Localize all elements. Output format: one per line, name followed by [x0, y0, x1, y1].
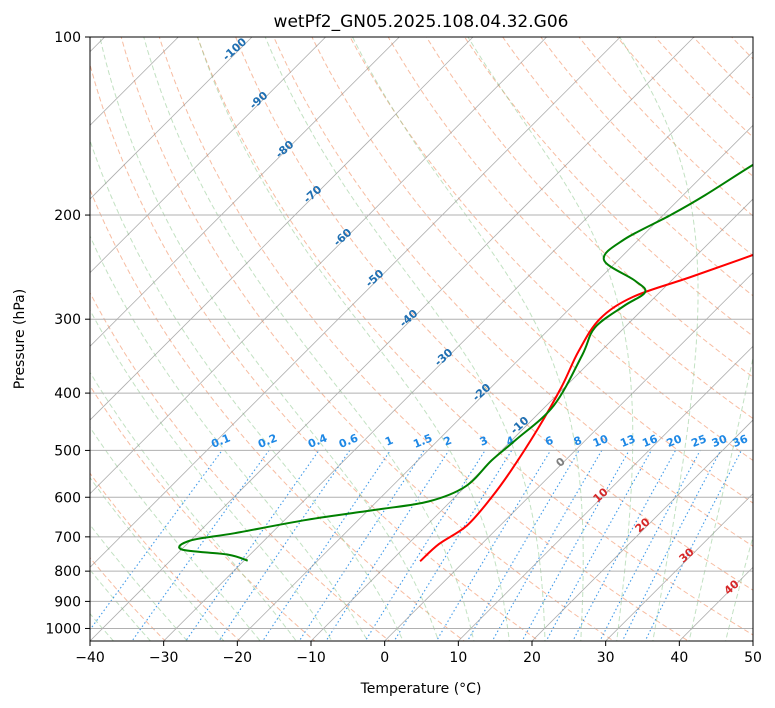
- dry-adiabat-line: [273, 37, 753, 547]
- moist-adiabat-line: [725, 534, 753, 641]
- dry-adiabat-line: [540, 37, 753, 257]
- axis-ticks: −40 −30 −20 −10 0 10 20 30 40 50 100 200 300 400 500 60…: [45, 30, 762, 666]
- moist-adiabat-line: [90, 309, 333, 641]
- isotherm-line: [384, 272, 753, 641]
- y-tick-label: 500: [54, 443, 81, 459]
- x-tick-label: −40: [75, 650, 105, 666]
- x-axis-label: Temperature (°C): [360, 681, 482, 697]
- mixing-ratio-line: [521, 450, 630, 641]
- mixing-ratio-label: 25: [689, 432, 708, 450]
- y-tick-label: 200: [54, 208, 81, 224]
- moist-adiabat-line: [143, 37, 475, 641]
- moist-adiabat-line: [90, 569, 152, 641]
- mixing-ratio-label: 2: [442, 434, 454, 449]
- y-axis-label: Pressure (hPa): [12, 289, 28, 389]
- isotherm-line: [458, 345, 753, 641]
- mixing-ratio-label: 3: [478, 434, 490, 449]
- mixing-ratio-line: [298, 450, 425, 641]
- isotherm-line: [90, 37, 621, 568]
- mixing-ratio-line: [435, 450, 552, 641]
- x-tick-label: 10: [449, 650, 467, 666]
- y-tick-label: 300: [54, 312, 81, 328]
- moist-adiabat-line: [688, 355, 753, 641]
- mixing-ratio-line: [466, 450, 580, 641]
- x-tick-label: −30: [149, 650, 179, 666]
- moist-adiabat-line: [99, 37, 440, 641]
- mixing-ratio-line: [545, 450, 652, 641]
- x-tick-label: 50: [744, 650, 762, 666]
- dry-adiabat-line: [158, 37, 690, 641]
- mixing-ratio-label: 10: [591, 432, 610, 450]
- mixing-ratio-line: [621, 450, 722, 641]
- mixing-ratio-label: 1: [383, 434, 395, 449]
- isotherm-line: [90, 37, 400, 347]
- x-tick-label: 40: [670, 650, 688, 666]
- profile-line: [419, 253, 753, 563]
- mixing-ratio-line: [90, 450, 223, 631]
- dry-adiabat-line: [120, 37, 615, 641]
- series-lines: [178, 163, 753, 563]
- x-tick-label: 0: [380, 650, 389, 666]
- dry-adiabat-line: [425, 37, 753, 378]
- mixing-ratio-line: [491, 450, 603, 641]
- isotherm-line: [531, 419, 753, 641]
- isotherm-line: [237, 124, 753, 641]
- mixing-ratio-label: 36: [731, 432, 750, 450]
- mixing-ratio-label: 8: [572, 434, 584, 449]
- y-tick-label: 800: [54, 564, 81, 580]
- dry-adiabat-line: [464, 37, 753, 337]
- mixing-ratio-line: [262, 450, 391, 641]
- grid-lines: [90, 37, 753, 641]
- y-tick-label: 600: [54, 490, 81, 506]
- mixing-ratio-label: 30: [710, 432, 729, 450]
- isotherm-line: [90, 37, 326, 274]
- isotherm-line: [310, 198, 753, 641]
- x-tick-label: 30: [597, 650, 615, 666]
- mixing-ratio-line: [325, 450, 450, 641]
- x-tick-label: −10: [296, 650, 326, 666]
- dry-adiabat-line: [616, 37, 753, 178]
- isotherm-line: [90, 37, 474, 421]
- y-tick-label: 900: [54, 594, 81, 610]
- profile-line: [178, 163, 753, 562]
- dry-adiabat-line: [90, 472, 241, 641]
- x-tick-label: −20: [223, 650, 253, 666]
- mixing-ratio-line: [218, 450, 351, 641]
- mixing-ratio-label: 16: [640, 432, 659, 450]
- y-tick-label: 1000: [45, 621, 81, 637]
- y-tick-label: 700: [54, 530, 81, 546]
- dry-adiabat-line: [311, 37, 753, 504]
- mixing-ratio-label: 20: [665, 432, 684, 450]
- y-tick-label: 100: [54, 30, 81, 46]
- mixing-ratio-line: [644, 450, 742, 641]
- dry-adiabat-line: [90, 384, 316, 641]
- moist-adiabat-line: [619, 37, 699, 641]
- isotherm-line: [90, 37, 253, 200]
- chart-title: wetPf2_GN05.2025.108.04.32.G06: [274, 12, 569, 32]
- dry-adiabat-line: [90, 62, 540, 641]
- isotherm-line: [605, 493, 753, 641]
- x-tick-label: 20: [523, 650, 541, 666]
- isotherm-line: [90, 37, 547, 495]
- dry-adiabat-line: [387, 37, 753, 420]
- plot-frame: [89, 36, 754, 642]
- mixing-ratio-line: [185, 450, 320, 641]
- dry-adiabat-line: [196, 37, 753, 636]
- y-tick-label: 400: [54, 386, 81, 402]
- mixing-ratio-label: 13: [618, 432, 637, 450]
- dry-adiabat-line: [654, 37, 753, 138]
- moist-adiabat-line: [90, 523, 188, 641]
- isotherm-line: [163, 51, 753, 641]
- moist-adiabat-line: [90, 234, 369, 641]
- dry-adiabat-line: [90, 188, 466, 641]
- dry-adiabat-line: [235, 37, 753, 591]
